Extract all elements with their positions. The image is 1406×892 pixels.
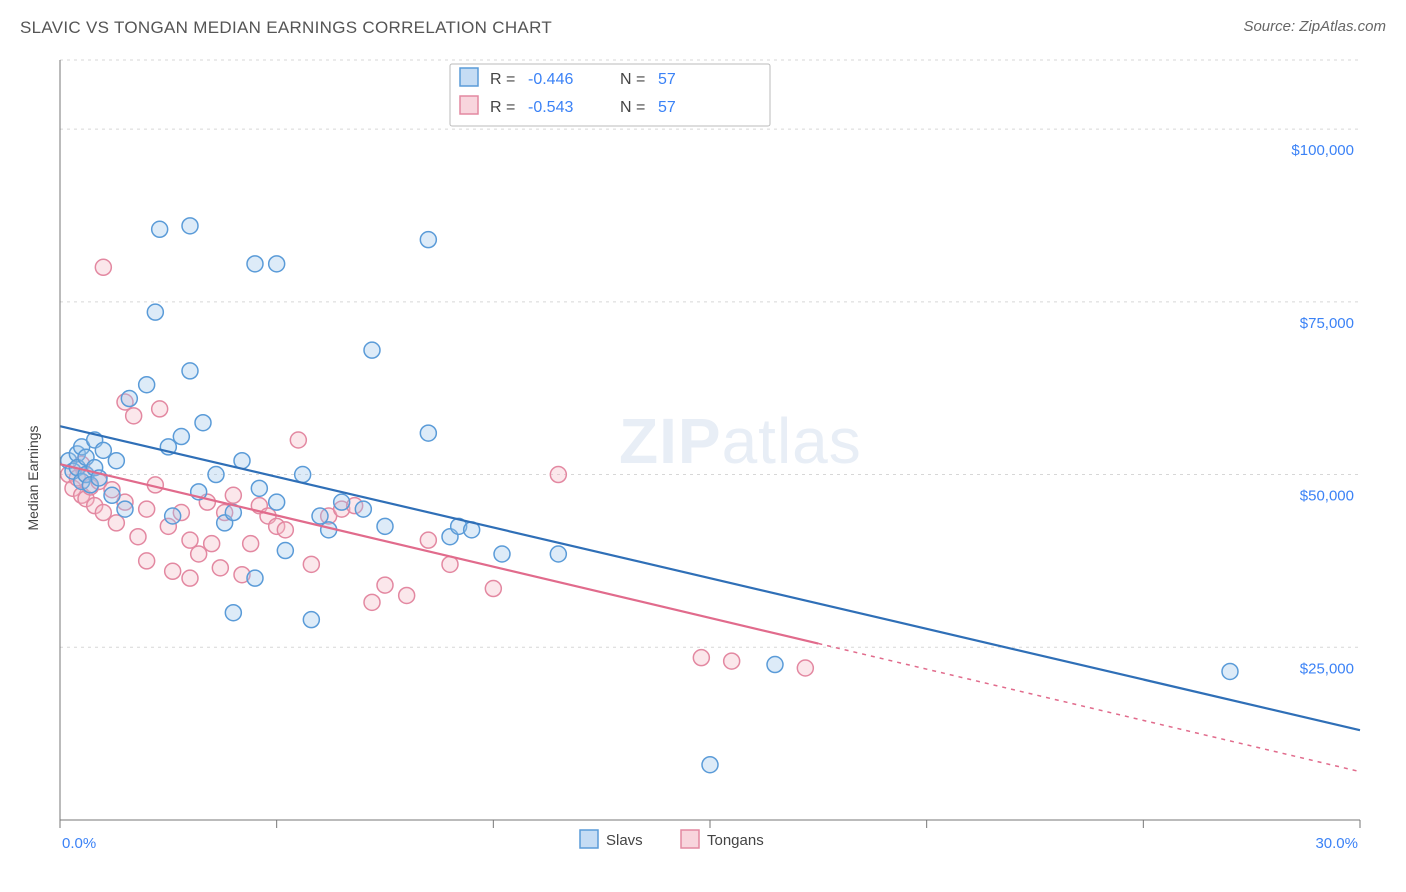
- data-point: [269, 256, 285, 272]
- chart-svg: $25,000 $50,000 $75,000 $100,000 ZIPatlas 0.0…: [20, 50, 1386, 870]
- data-point: [208, 467, 224, 483]
- data-point: [277, 543, 293, 559]
- data-point: [108, 515, 124, 531]
- legend-r-label: R =: [490, 71, 515, 88]
- legend-swatch: [460, 96, 478, 114]
- data-point: [225, 605, 241, 621]
- data-point: [182, 570, 198, 586]
- data-point: [212, 560, 228, 576]
- data-point: [364, 342, 380, 358]
- legend-series-label: Slavs: [606, 832, 643, 849]
- trend-line-tongans: [60, 464, 818, 643]
- legend-r-label: R =: [490, 99, 515, 116]
- chart-title: SLAVIC VS TONGAN MEDIAN EARNINGS CORRELA…: [20, 18, 552, 37]
- data-point: [377, 518, 393, 534]
- legend-n-value: 57: [658, 99, 676, 116]
- x-max-label: 30.0%: [1315, 835, 1358, 852]
- data-point: [195, 415, 211, 431]
- data-point: [693, 650, 709, 666]
- y-tick-label: $50,000: [1300, 488, 1354, 505]
- y-tick-label: $25,000: [1300, 660, 1354, 677]
- data-point: [243, 536, 259, 552]
- data-point: [182, 532, 198, 548]
- data-point: [355, 501, 371, 517]
- legend-n-label: N =: [620, 99, 645, 116]
- series-legend: Slavs Tongans: [580, 830, 764, 849]
- data-point: [108, 453, 124, 469]
- data-point: [290, 432, 306, 448]
- data-point: [550, 467, 566, 483]
- data-point: [295, 467, 311, 483]
- data-point: [121, 391, 137, 407]
- data-point: [420, 425, 436, 441]
- data-point: [152, 401, 168, 417]
- legend-series-label: Tongans: [707, 832, 764, 849]
- data-point: [117, 501, 133, 517]
- legend-r-value: -0.543: [528, 99, 573, 116]
- data-point: [269, 494, 285, 510]
- legend-swatch: [580, 830, 598, 848]
- data-point: [494, 546, 510, 562]
- data-point: [147, 304, 163, 320]
- data-point: [550, 546, 566, 562]
- data-point: [152, 221, 168, 237]
- correlation-legend: R = -0.446 N = 57 R = -0.543 N = 57: [450, 64, 770, 126]
- data-point: [277, 522, 293, 538]
- legend-swatch: [681, 830, 699, 848]
- data-point: [724, 653, 740, 669]
- x-min-label: 0.0%: [62, 835, 96, 852]
- data-point: [126, 408, 142, 424]
- data-point: [420, 532, 436, 548]
- data-point: [485, 581, 501, 597]
- data-point: [95, 259, 111, 275]
- correlation-scatter-chart: $25,000 $50,000 $75,000 $100,000 ZIPatlas 0.0…: [20, 50, 1386, 870]
- data-point: [165, 508, 181, 524]
- data-point: [191, 546, 207, 562]
- data-point: [420, 232, 436, 248]
- data-point: [139, 501, 155, 517]
- legend-r-value: -0.446: [528, 71, 573, 88]
- data-point: [130, 529, 146, 545]
- data-point: [139, 377, 155, 393]
- data-point: [797, 660, 813, 676]
- data-point: [182, 363, 198, 379]
- data-point: [95, 505, 111, 521]
- data-point: [204, 536, 220, 552]
- data-point: [251, 480, 267, 496]
- data-point: [95, 442, 111, 458]
- data-point: [247, 570, 263, 586]
- legend-swatch: [460, 68, 478, 86]
- data-point: [247, 256, 263, 272]
- source-label: Source: ZipAtlas.com: [1243, 18, 1386, 35]
- data-point: [364, 594, 380, 610]
- data-point: [225, 487, 241, 503]
- data-point: [377, 577, 393, 593]
- trend-line-tongans-dashed: [818, 644, 1360, 772]
- data-point: [182, 218, 198, 234]
- svg-text:ZIPatlas: ZIPatlas: [619, 405, 862, 477]
- watermark: ZIPatlas: [619, 405, 862, 477]
- data-point: [173, 429, 189, 445]
- y-tick-label: $75,000: [1300, 315, 1354, 332]
- data-point: [303, 556, 319, 572]
- data-point: [399, 587, 415, 603]
- legend-n-value: 57: [658, 71, 676, 88]
- data-point: [104, 487, 120, 503]
- data-point: [702, 757, 718, 773]
- y-axis-title: Median Earnings: [25, 425, 41, 530]
- data-point: [165, 563, 181, 579]
- data-point: [767, 657, 783, 673]
- legend-n-label: N =: [620, 71, 645, 88]
- data-point: [1222, 663, 1238, 679]
- data-point: [139, 553, 155, 569]
- data-point: [334, 494, 350, 510]
- y-tick-label: $100,000: [1291, 142, 1354, 159]
- data-point: [303, 612, 319, 628]
- data-point: [312, 508, 328, 524]
